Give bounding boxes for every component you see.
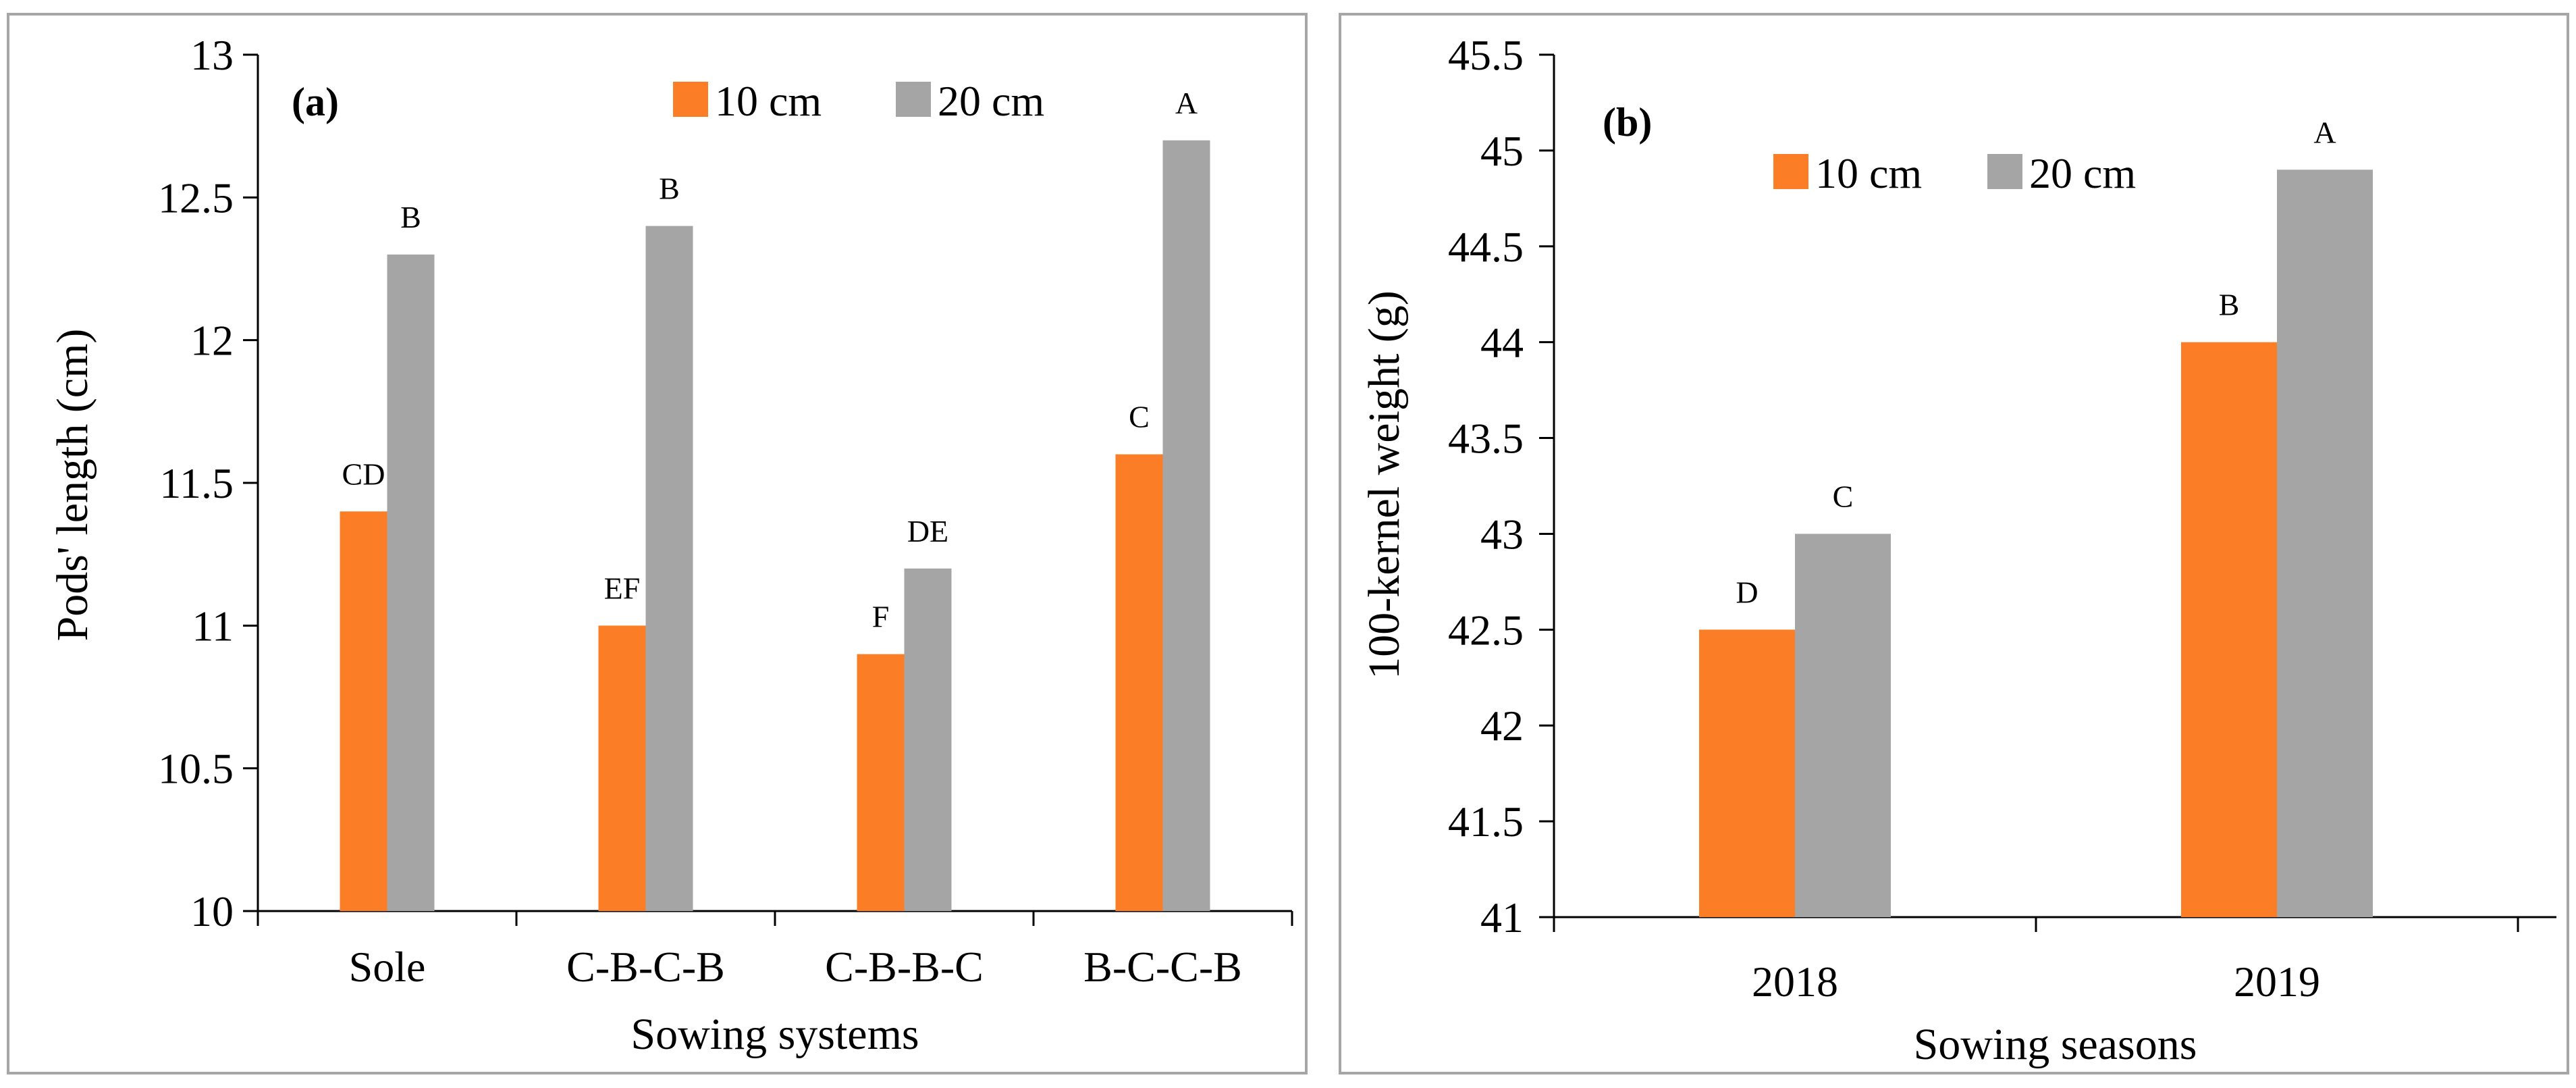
significance-letter: F [872, 600, 890, 634]
bar-10cm-1 [2181, 342, 2277, 918]
y-tick-label: 11.5 [159, 459, 234, 507]
y-tick-label: 41 [1480, 893, 1524, 941]
bar-20cm-0 [1795, 534, 1891, 917]
bar-20cm-1 [2277, 170, 2373, 918]
y-tick-label: 10 [190, 887, 234, 935]
y-tick-label: 42.5 [1448, 606, 1524, 654]
y-tick-label: 43 [1480, 510, 1524, 558]
x-tick-label: 2018 [1752, 958, 1838, 1006]
y-tick-label: 44.5 [1448, 223, 1524, 271]
legend-label: 10 cm [1815, 149, 1922, 197]
significance-letter: EF [604, 571, 641, 605]
legend-swatch [1773, 154, 1808, 189]
legend-swatch [1987, 154, 2022, 189]
significance-letter: B [659, 172, 680, 206]
y-tick-label: 13 [190, 31, 234, 79]
y-tick-label: 11 [192, 602, 234, 650]
bar-20cm-3 [1162, 140, 1210, 911]
y-tick-label: 42 [1480, 702, 1524, 750]
significance-letter: CD [342, 457, 385, 491]
significance-letter: A [2313, 115, 2336, 149]
y-tick-label: 41.5 [1448, 798, 1524, 846]
x-tick-label: C-B-C-B [566, 943, 725, 991]
significance-letter: C [1833, 479, 1854, 513]
bar-10cm-0 [1699, 629, 1795, 917]
significance-letter: A [1175, 86, 1198, 120]
significance-letter: B [2219, 288, 2240, 322]
y-tick-label: 12 [190, 317, 234, 365]
significance-letter: B [400, 200, 421, 234]
bar-10cm-1 [598, 625, 646, 911]
legend-swatch [673, 82, 708, 117]
bar-10cm-3 [1115, 454, 1163, 911]
bar-20cm-2 [904, 568, 952, 911]
y-tick-label: 43.5 [1448, 415, 1524, 463]
x-axis-title: Sowing seasons [1914, 1020, 2197, 1069]
chart-panel-b: 41 41.5 42 42.5 43 43.5 44 44.5 45 45.5 2018 2019 D B… [1339, 13, 2569, 1074]
bar-10cm-0 [340, 511, 387, 911]
legend-label: 20 cm [2029, 149, 2136, 197]
x-tick-label: C-B-B-C [825, 943, 984, 991]
significance-letter: D [1736, 575, 1758, 609]
significance-letter: DE [907, 514, 948, 548]
bar-10cm-2 [857, 654, 905, 911]
y-tick-label: 12.5 [158, 174, 234, 222]
y-axis-title: 100-kernel weight (g) [1360, 290, 1409, 679]
bar-20cm-1 [645, 226, 693, 912]
legend-swatch [896, 82, 931, 117]
panel-label: (a) [292, 80, 339, 124]
chart-a-svg: 10 10.5 11 11.5 12 12.5 13 Sole C-B-C-B C-B-B-C B-… [48, 31, 1293, 1059]
legend-label: 20 cm [938, 77, 1044, 125]
bar-20cm-0 [387, 254, 435, 911]
y-tick-label: 44 [1480, 319, 1524, 367]
x-tick-label: Sole [349, 943, 426, 991]
panel-label: (b) [1603, 100, 1652, 145]
x-tick-label: 2019 [2234, 958, 2320, 1006]
chart-b-svg: 41 41.5 42 42.5 43 43.5 44 44.5 45 45.5 2018 2019 D B… [1360, 31, 2556, 1069]
x-axis-title: Sowing systems [630, 1010, 919, 1059]
significance-letter: C [1129, 400, 1150, 434]
y-axis-title: Pods' length (cm) [48, 329, 97, 642]
x-tick-label: B-C-C-B [1083, 943, 1242, 991]
y-tick-label: 10.5 [158, 745, 234, 793]
legend-label: 10 cm [715, 77, 822, 125]
y-tick-label: 45.5 [1448, 31, 1524, 79]
y-tick-label: 45 [1480, 127, 1524, 175]
chart-panel-a: 10 10.5 11 11.5 12 12.5 13 Sole C-B-C-B C-B-B-C B-… [7, 13, 1308, 1074]
